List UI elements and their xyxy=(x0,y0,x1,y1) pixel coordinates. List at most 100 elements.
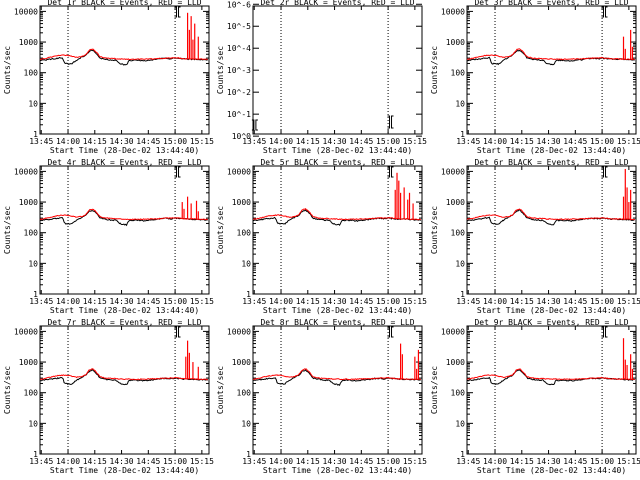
panel-title: Det 3r BLACK = Events, RED = LLD xyxy=(474,0,628,7)
interval-bracket-marker xyxy=(605,166,608,178)
x-tick-label: 14:15 xyxy=(510,297,534,306)
interval-bracket-marker xyxy=(178,166,181,178)
x-axis-label: Start Time (28-Dec-02 13:44:40) xyxy=(477,306,626,315)
x-tick-label: 14:15 xyxy=(296,297,320,306)
interval-bracket-marker xyxy=(391,326,394,338)
y-tick-label: 1 xyxy=(33,130,38,139)
interval-bracket-marker xyxy=(601,6,605,18)
series-lld-line xyxy=(252,368,421,381)
y-axis-label: Counts/sec xyxy=(216,366,225,414)
x-tick-label: 15:15 xyxy=(190,457,214,466)
y-axis-label: Counts/sec xyxy=(430,46,439,94)
x-tick-label: 13:45 xyxy=(29,137,53,146)
y-tick-label: 1000 xyxy=(232,198,251,207)
x-axis-label: Start Time (28-Dec-02 13:44:40) xyxy=(263,306,412,315)
x-tick-label: 15:15 xyxy=(617,137,640,146)
x-tick-label: 14:30 xyxy=(323,137,347,146)
x-tick-label: 15:00 xyxy=(376,297,400,306)
y-tick-label: 10000 xyxy=(441,327,465,336)
x-tick-label: 13:45 xyxy=(29,297,53,306)
x-tick-label: 14:00 xyxy=(269,137,293,146)
y-tick-label: 10 xyxy=(28,419,38,428)
plot-frame xyxy=(39,165,210,295)
y-tick-label: 10 xyxy=(28,99,38,108)
x-tick-label: 14:15 xyxy=(83,297,107,306)
x-tick-label: 13:45 xyxy=(242,137,266,146)
x-tick-label: 15:00 xyxy=(163,297,187,306)
interval-bracket-marker xyxy=(174,166,178,178)
x-axis-label: Start Time (28-Dec-02 13:44:40) xyxy=(50,466,199,475)
x-tick-label: 15:00 xyxy=(590,297,614,306)
x-tick-label: 14:30 xyxy=(110,457,134,466)
x-axis-label: Start Time (28-Dec-02 13:44:40) xyxy=(477,146,626,155)
y-tick-label: 10 xyxy=(241,419,251,428)
plot-frame xyxy=(39,5,210,135)
y-tick-label: 100 xyxy=(451,389,466,398)
interval-bracket-marker xyxy=(601,166,605,178)
x-tick-label: 14:00 xyxy=(483,297,507,306)
y-tick-label: 10000 xyxy=(227,327,251,336)
y-tick-label: 10000 xyxy=(227,167,251,176)
series-lld-line xyxy=(39,208,209,221)
x-tick-label: 15:15 xyxy=(190,137,214,146)
series-events-line xyxy=(466,49,635,66)
x-tick-label: 15:15 xyxy=(190,297,214,306)
y-tick-label: 1000 xyxy=(232,358,251,367)
y-axis-label: Counts/sec xyxy=(3,366,12,414)
panel-title: Det 7r BLACK = Events, RED = LLD xyxy=(47,318,201,327)
x-axis-label: Start Time (28-Dec-02 13:44:40) xyxy=(477,466,626,475)
x-tick-label: 15:15 xyxy=(617,297,640,306)
y-axis-label: Counts/sec xyxy=(430,206,439,254)
y-tick-label: 10^0 xyxy=(232,132,251,141)
y-tick-label: 1000 xyxy=(19,358,38,367)
y-axis-label: Counts/sec xyxy=(216,206,225,254)
x-tick-label: 14:15 xyxy=(83,457,107,466)
series-events-line xyxy=(252,369,421,386)
x-tick-label: 14:00 xyxy=(269,297,293,306)
x-tick-label: 14:30 xyxy=(323,297,347,306)
x-tick-label: 14:15 xyxy=(83,137,107,146)
panel-title: Det 2r BLACK = Events, RED = LLD xyxy=(260,0,414,7)
plot-frame xyxy=(252,165,423,295)
plot-frame xyxy=(466,5,637,135)
x-tick-label: 13:45 xyxy=(242,457,266,466)
x-tick-label: 14:45 xyxy=(136,137,160,146)
x-tick-label: 15:15 xyxy=(403,457,427,466)
plot-frame xyxy=(466,165,637,295)
y-tick-label: 1000 xyxy=(19,198,38,207)
interval-bracket-marker xyxy=(178,326,181,338)
y-tick-label: 10 xyxy=(455,99,465,108)
y-axis-label: Counts/sec xyxy=(430,366,439,414)
y-tick-label: 1 xyxy=(460,450,465,459)
x-tick-label: 14:15 xyxy=(510,457,534,466)
y-tick-label: 10^-2 xyxy=(227,88,251,97)
y-tick-label: 1000 xyxy=(446,358,465,367)
y-tick-label: 100 xyxy=(451,69,466,78)
x-tick-label: 14:45 xyxy=(563,457,587,466)
plot-frame xyxy=(252,325,423,455)
series-lld-line xyxy=(466,368,635,381)
x-tick-label: 15:00 xyxy=(163,137,187,146)
interval-bracket-marker xyxy=(174,6,178,18)
x-tick-label: 14:30 xyxy=(537,297,561,306)
x-tick-label: 14:45 xyxy=(563,137,587,146)
x-tick-label: 15:15 xyxy=(403,137,427,146)
y-tick-label: 10^-4 xyxy=(227,44,251,53)
y-tick-label: 10000 xyxy=(441,7,465,16)
x-tick-label: 14:00 xyxy=(483,457,507,466)
x-tick-label: 14:00 xyxy=(56,457,80,466)
x-tick-label: 15:00 xyxy=(376,137,400,146)
x-tick-label: 14:15 xyxy=(510,137,534,146)
y-tick-label: 1 xyxy=(460,290,465,299)
interval-bracket-marker xyxy=(387,326,391,338)
x-axis-label: Start Time (28-Dec-02 13:44:40) xyxy=(50,306,199,315)
x-tick-label: 14:30 xyxy=(110,137,134,146)
plot-frame xyxy=(39,325,210,455)
x-tick-label: 14:45 xyxy=(349,457,373,466)
x-tick-label: 15:00 xyxy=(590,457,614,466)
interval-bracket-marker xyxy=(178,6,181,18)
